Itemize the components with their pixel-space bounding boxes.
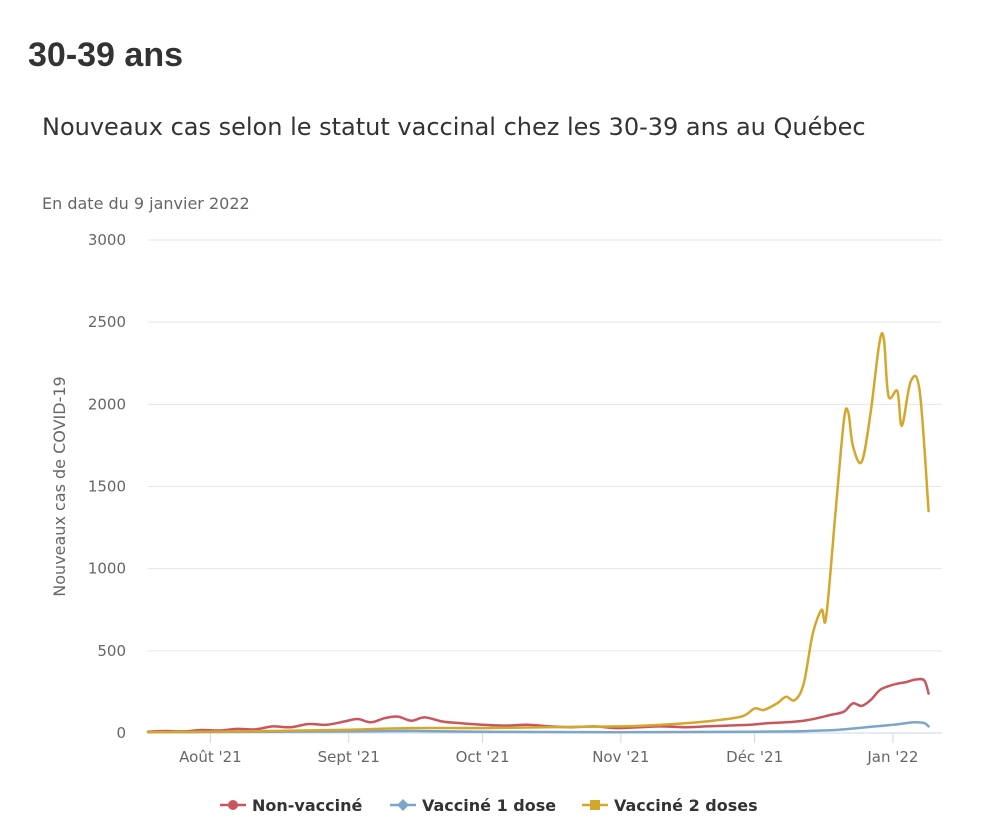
y-tick-label: 1500 [88, 478, 126, 496]
x-tick-label: Août '21 [179, 748, 242, 766]
legend[interactable]: Non-vacciné Vacciné 1 dose Vacciné 2 doses [220, 796, 758, 815]
page-heading: 30-39 ans [28, 36, 183, 74]
legend-square-marker [590, 800, 600, 810]
y-axis: 0 500 1000 1500 2000 2500 3000 [88, 231, 126, 742]
chart-subtitle: En date du 9 janvier 2022 [42, 194, 250, 213]
legend-item[interactable]: Vacciné 2 doses [582, 796, 758, 815]
series-line-vaccine-2-doses[interactable] [146, 331, 930, 734]
x-axis: Août '21 Sept '21 Oct '21 Nov '21 Déc '21 Jan… [179, 733, 918, 766]
x-tick-label: Sept '21 [318, 748, 380, 766]
legend-circle-marker [228, 800, 238, 810]
legend-item[interactable]: Vacciné 1 dose [390, 796, 556, 815]
legend-label: Vacciné 1 dose [422, 796, 556, 815]
x-tick-label: Oct '21 [456, 748, 510, 766]
series-line-non-vaccine[interactable] [146, 677, 930, 733]
chart-title: Nouveaux cas selon le statut vaccinal ch… [42, 113, 866, 141]
x-tick-label: Nov '21 [592, 748, 649, 766]
x-tick-label: Déc '21 [726, 748, 783, 766]
legend-label: Vacciné 2 doses [614, 796, 758, 815]
series-line-vaccine-1-dose[interactable] [146, 721, 930, 734]
legend-diamond-marker [397, 799, 409, 811]
gridlines [148, 239, 942, 734]
series-lines [146, 331, 930, 734]
y-tick-label: 2500 [88, 313, 126, 331]
y-tick-label: 1000 [88, 560, 126, 578]
y-tick-label: 2000 [88, 395, 126, 413]
y-axis-title: Nouveaux cas de COVID-19 [50, 376, 69, 596]
x-tick-label: Jan '22 [866, 748, 918, 766]
y-tick-label: 500 [97, 642, 126, 660]
y-tick-label: 3000 [88, 231, 126, 249]
legend-label: Non-vacciné [252, 796, 362, 815]
legend-item[interactable]: Non-vacciné [220, 796, 362, 815]
y-tick-label: 0 [116, 724, 126, 742]
